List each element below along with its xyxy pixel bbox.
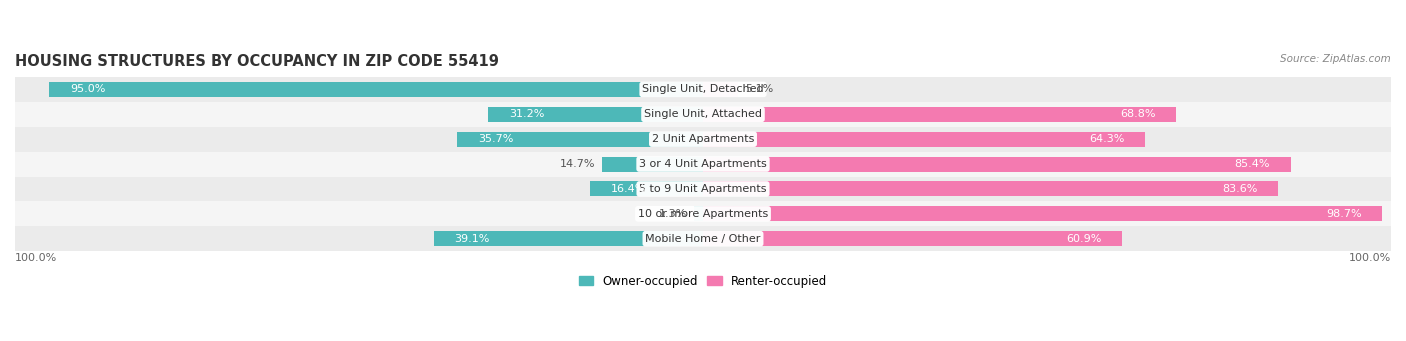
Bar [695, 206, 703, 221]
Bar [15, 102, 1391, 127]
Text: 5.1%: 5.1% [745, 84, 773, 94]
Bar [15, 177, 1391, 202]
Bar [15, 226, 1391, 251]
Bar [602, 157, 703, 172]
Bar [703, 157, 1291, 172]
Bar [591, 181, 703, 196]
Bar [488, 107, 703, 122]
Text: 5 to 9 Unit Apartments: 5 to 9 Unit Apartments [640, 184, 766, 194]
Text: 10 or more Apartments: 10 or more Apartments [638, 209, 768, 219]
Text: 83.6%: 83.6% [1222, 184, 1257, 194]
Text: Mobile Home / Other: Mobile Home / Other [645, 234, 761, 244]
Bar [457, 132, 703, 147]
Text: 64.3%: 64.3% [1090, 134, 1125, 144]
Bar [703, 181, 1278, 196]
Text: 16.4%: 16.4% [610, 184, 647, 194]
Text: Source: ZipAtlas.com: Source: ZipAtlas.com [1281, 54, 1391, 64]
Text: 1.3%: 1.3% [659, 209, 688, 219]
Bar [15, 127, 1391, 152]
Bar [703, 231, 1122, 246]
Text: 35.7%: 35.7% [478, 134, 513, 144]
Bar [15, 77, 1391, 102]
Bar [703, 82, 738, 97]
Bar [703, 206, 1382, 221]
Text: 60.9%: 60.9% [1066, 234, 1101, 244]
Text: 14.7%: 14.7% [560, 159, 595, 169]
Text: Single Unit, Attached: Single Unit, Attached [644, 109, 762, 119]
Bar [703, 132, 1146, 147]
Bar [703, 107, 1177, 122]
Text: Single Unit, Detached: Single Unit, Detached [643, 84, 763, 94]
Text: 100.0%: 100.0% [15, 253, 58, 263]
Bar [15, 202, 1391, 226]
Text: HOUSING STRUCTURES BY OCCUPANCY IN ZIP CODE 55419: HOUSING STRUCTURES BY OCCUPANCY IN ZIP C… [15, 54, 499, 69]
Text: 39.1%: 39.1% [454, 234, 491, 244]
Text: 98.7%: 98.7% [1326, 209, 1361, 219]
Bar [434, 231, 703, 246]
Text: 100.0%: 100.0% [1348, 253, 1391, 263]
Text: 2 Unit Apartments: 2 Unit Apartments [652, 134, 754, 144]
Text: 3 or 4 Unit Apartments: 3 or 4 Unit Apartments [640, 159, 766, 169]
Bar [49, 82, 703, 97]
Text: 31.2%: 31.2% [509, 109, 544, 119]
Bar [15, 152, 1391, 177]
Text: 95.0%: 95.0% [70, 84, 105, 94]
Legend: Owner-occupied, Renter-occupied: Owner-occupied, Renter-occupied [579, 275, 827, 288]
Text: 68.8%: 68.8% [1121, 109, 1156, 119]
Text: 85.4%: 85.4% [1234, 159, 1270, 169]
